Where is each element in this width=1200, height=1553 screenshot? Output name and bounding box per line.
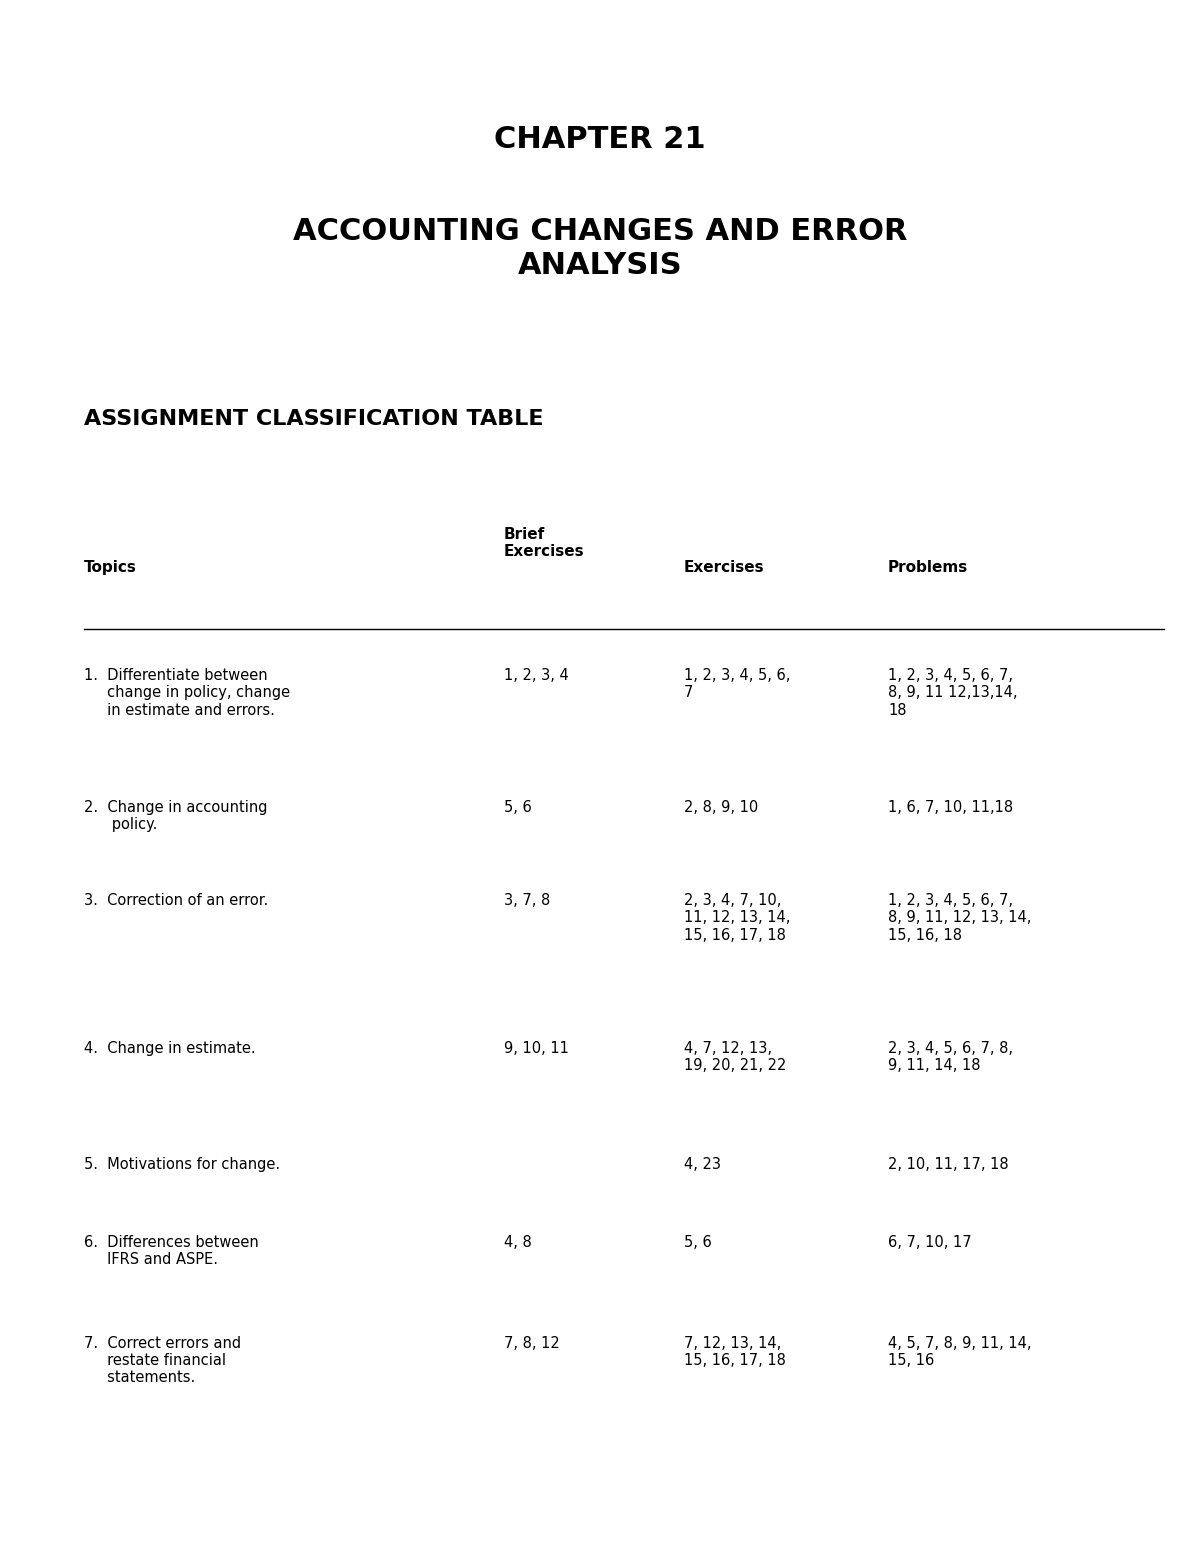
Text: 6, 7, 10, 17: 6, 7, 10, 17 — [888, 1235, 972, 1250]
Text: Topics: Topics — [84, 559, 137, 575]
Text: ACCOUNTING CHANGES AND ERROR
ANALYSIS: ACCOUNTING CHANGES AND ERROR ANALYSIS — [293, 217, 907, 280]
Text: 7, 8, 12: 7, 8, 12 — [504, 1336, 559, 1351]
Text: 1, 2, 3, 4, 5, 6,
7: 1, 2, 3, 4, 5, 6, 7 — [684, 668, 791, 700]
Text: Exercises: Exercises — [684, 559, 764, 575]
Text: 1.  Differentiate between
     change in policy, change
     in estimate and err: 1. Differentiate between change in polic… — [84, 668, 290, 717]
Text: 4, 5, 7, 8, 9, 11, 14,
15, 16: 4, 5, 7, 8, 9, 11, 14, 15, 16 — [888, 1336, 1032, 1368]
Text: 4, 7, 12, 13,
19, 20, 21, 22: 4, 7, 12, 13, 19, 20, 21, 22 — [684, 1041, 786, 1073]
Text: 5.  Motivations for change.: 5. Motivations for change. — [84, 1157, 280, 1173]
Text: 4, 8: 4, 8 — [504, 1235, 532, 1250]
Text: 7, 12, 13, 14,
15, 16, 17, 18: 7, 12, 13, 14, 15, 16, 17, 18 — [684, 1336, 786, 1368]
Text: 5, 6: 5, 6 — [504, 800, 532, 815]
Text: 5, 6: 5, 6 — [684, 1235, 712, 1250]
Text: 1, 2, 3, 4, 5, 6, 7,
8, 9, 11, 12, 13, 14,
15, 16, 18: 1, 2, 3, 4, 5, 6, 7, 8, 9, 11, 12, 13, 1… — [888, 893, 1031, 943]
Text: 3, 7, 8: 3, 7, 8 — [504, 893, 551, 909]
Text: 2, 3, 4, 7, 10,
11, 12, 13, 14,
15, 16, 17, 18: 2, 3, 4, 7, 10, 11, 12, 13, 14, 15, 16, … — [684, 893, 791, 943]
Text: 1, 2, 3, 4: 1, 2, 3, 4 — [504, 668, 569, 683]
Text: 7.  Correct errors and
     restate financial
     statements.: 7. Correct errors and restate financial … — [84, 1336, 241, 1385]
Text: 4.  Change in estimate.: 4. Change in estimate. — [84, 1041, 256, 1056]
Text: 1, 2, 3, 4, 5, 6, 7,
8, 9, 11 12,13,14,
18: 1, 2, 3, 4, 5, 6, 7, 8, 9, 11 12,13,14, … — [888, 668, 1018, 717]
Text: 1, 6, 7, 10, 11,18: 1, 6, 7, 10, 11,18 — [888, 800, 1013, 815]
Text: 2, 3, 4, 5, 6, 7, 8,
9, 11, 14, 18: 2, 3, 4, 5, 6, 7, 8, 9, 11, 14, 18 — [888, 1041, 1013, 1073]
Text: 3.  Correction of an error.: 3. Correction of an error. — [84, 893, 269, 909]
Text: 2.  Change in accounting
      policy.: 2. Change in accounting policy. — [84, 800, 268, 832]
Text: ASSIGNMENT CLASSIFICATION TABLE: ASSIGNMENT CLASSIFICATION TABLE — [84, 410, 544, 429]
Text: 6.  Differences between
     IFRS and ASPE.: 6. Differences between IFRS and ASPE. — [84, 1235, 259, 1267]
Text: Problems: Problems — [888, 559, 968, 575]
Text: 2, 10, 11, 17, 18: 2, 10, 11, 17, 18 — [888, 1157, 1009, 1173]
Text: Brief
Exercises: Brief Exercises — [504, 526, 584, 559]
Text: 2, 8, 9, 10: 2, 8, 9, 10 — [684, 800, 758, 815]
Text: CHAPTER 21: CHAPTER 21 — [494, 126, 706, 154]
Text: 4, 23: 4, 23 — [684, 1157, 721, 1173]
Text: 9, 10, 11: 9, 10, 11 — [504, 1041, 569, 1056]
